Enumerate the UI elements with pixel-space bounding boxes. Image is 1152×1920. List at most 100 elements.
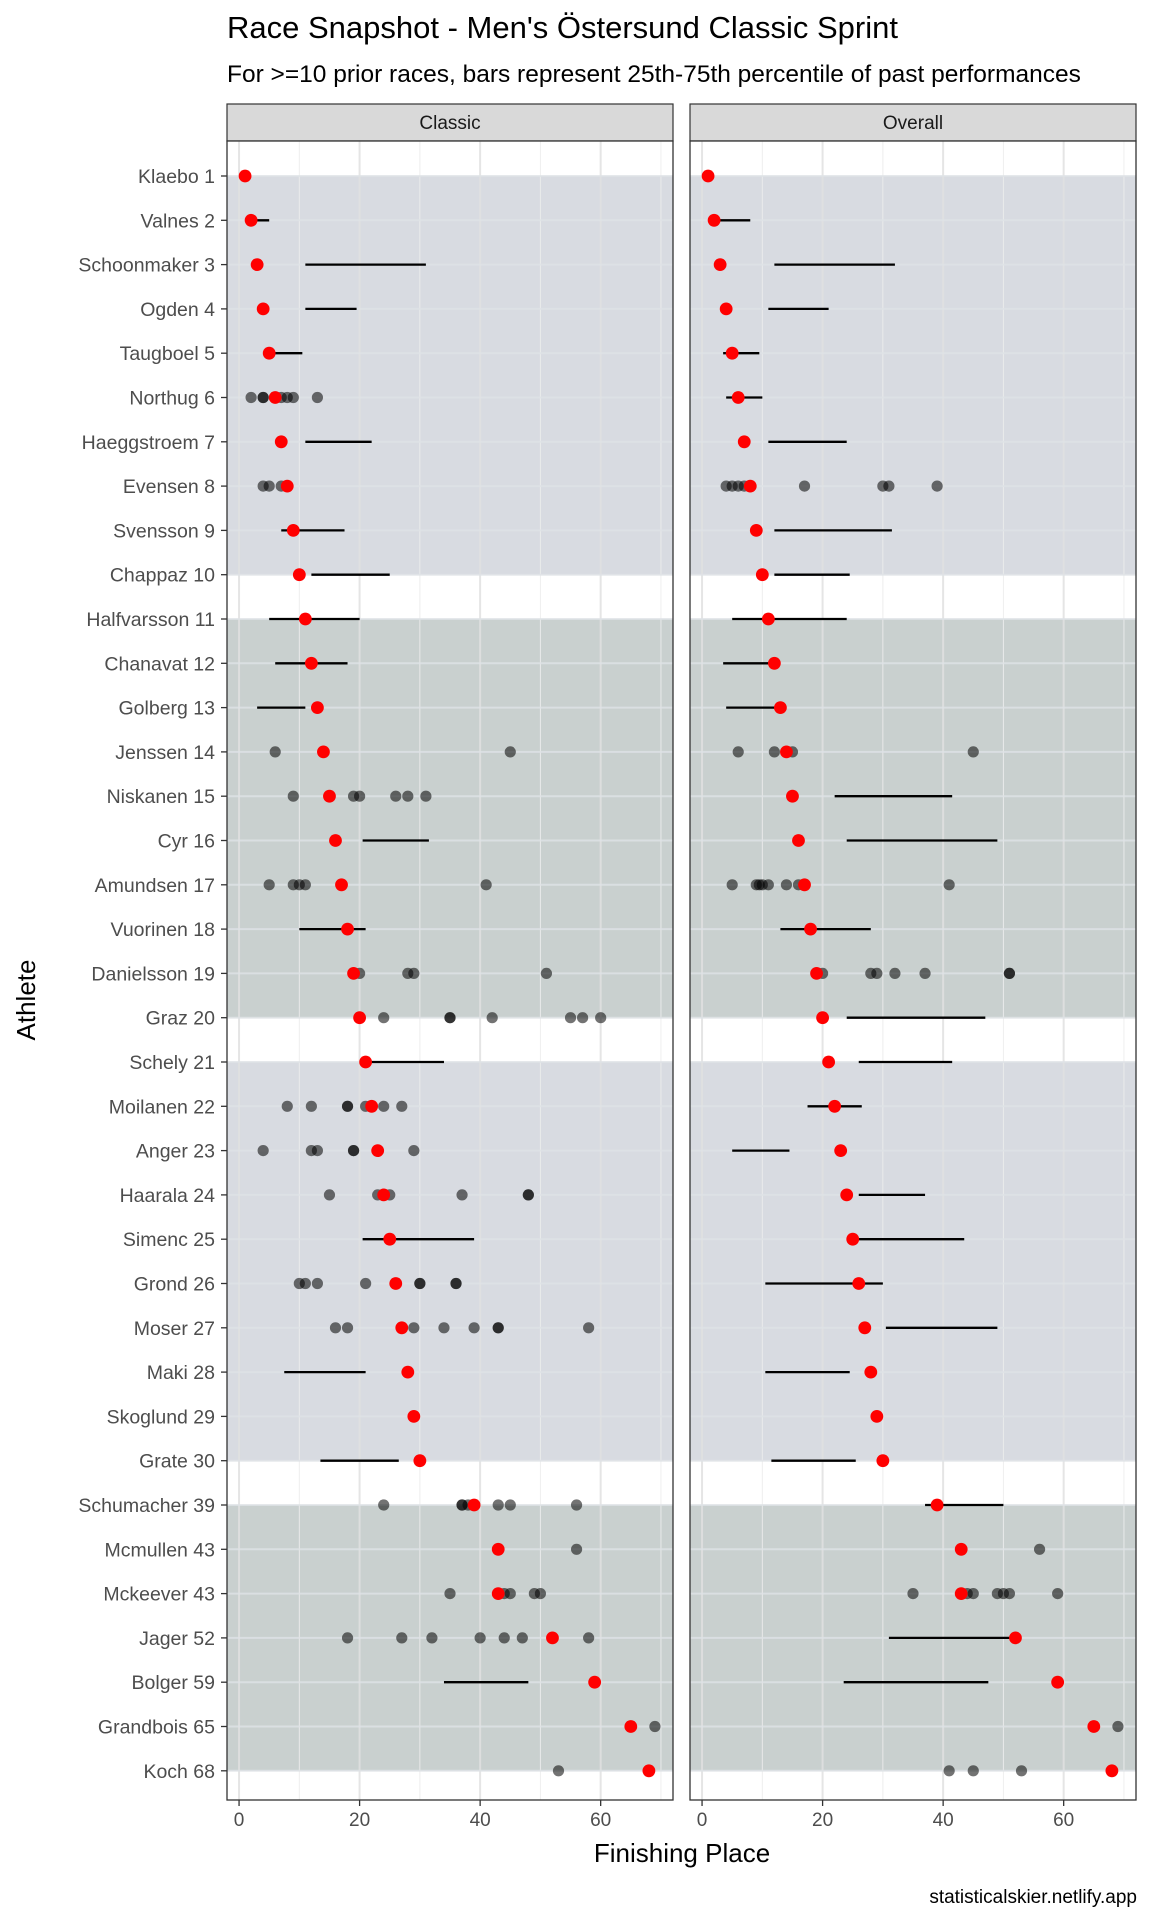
past-result-point [287, 391, 299, 404]
current-place-point [280, 479, 294, 493]
past-result-point [390, 790, 402, 802]
current-place-point [238, 169, 252, 183]
current-place-point [311, 701, 324, 714]
group-band [690, 619, 1136, 1018]
past-result-point [540, 967, 553, 980]
current-place-point [786, 789, 799, 803]
group-band [690, 1062, 1136, 1461]
facet-panel-overall: Overall [689, 103, 1137, 1801]
current-place-point [846, 1232, 860, 1246]
current-place-point [274, 435, 288, 449]
current-place-point [292, 568, 306, 582]
current-place-point [256, 302, 270, 316]
current-place-point [719, 302, 733, 316]
past-result-point [378, 1100, 390, 1112]
y-axis-title: Athlete [11, 960, 41, 1041]
past-result-point [1015, 1765, 1028, 1777]
current-place-point [389, 1277, 403, 1290]
athlete-label: Grate 30 [139, 1451, 215, 1473]
athlete-label: Chanavat 12 [104, 653, 215, 675]
current-place-point [546, 1631, 559, 1645]
past-result-point [967, 1588, 979, 1600]
past-result-point [360, 1277, 372, 1290]
current-place-point [864, 1365, 878, 1379]
current-place-point [804, 922, 817, 936]
past-result-point [504, 1588, 516, 1600]
athlete-label: Maki 28 [147, 1362, 215, 1384]
past-result-point [492, 1322, 504, 1334]
past-result-point [570, 1499, 583, 1511]
current-place-point [467, 1498, 481, 1512]
current-place-point [870, 1410, 884, 1423]
past-result-point [780, 879, 793, 891]
past-result-point [299, 879, 311, 891]
athlete-label: Haeggstroem 7 [82, 432, 215, 454]
athlete-label: Simenc 25 [123, 1229, 215, 1251]
past-result-point [341, 1322, 354, 1334]
panel-border [689, 140, 1137, 1801]
facet-strip [689, 103, 1137, 142]
past-result-point [552, 1765, 565, 1777]
current-place-point [743, 479, 757, 493]
past-result-point [341, 1632, 354, 1644]
current-place-point [317, 745, 330, 759]
past-result-point [311, 1277, 324, 1290]
chart-subtitle: For >=10 prior races, bars represent 25t… [227, 61, 1081, 88]
current-place-point [329, 834, 342, 847]
athlete-label: Moilanen 22 [109, 1096, 215, 1118]
current-place-point [822, 1055, 836, 1069]
past-result-point [522, 1189, 534, 1201]
past-result-point [492, 1499, 504, 1511]
past-result-point [1003, 967, 1016, 980]
x-tick-label: 40 [470, 1810, 491, 1831]
current-place-point [852, 1277, 866, 1290]
current-place-point [810, 967, 823, 980]
athlete-label: Koch 68 [143, 1761, 215, 1783]
athlete-label: Grond 26 [134, 1274, 215, 1296]
athlete-label: Jager 52 [139, 1628, 215, 1650]
athlete-label: Taugboel 5 [120, 343, 216, 365]
past-result-point [408, 1322, 420, 1334]
past-result-point [570, 1543, 583, 1555]
past-result-point [1052, 1588, 1064, 1600]
current-place-point [792, 834, 805, 847]
current-place-point [858, 1321, 872, 1335]
past-result-point [480, 879, 492, 891]
past-result-point [311, 391, 324, 404]
x-tick-label: 0 [234, 1810, 245, 1831]
past-result-point [378, 1499, 390, 1511]
current-place-point [749, 524, 763, 537]
current-place-point [491, 1542, 505, 1556]
current-place-point [954, 1587, 968, 1600]
current-place-point [642, 1764, 656, 1778]
past-result-point [426, 1632, 438, 1644]
current-place-point [954, 1542, 968, 1556]
x-tick-label: 60 [1053, 1810, 1074, 1831]
facet-strip-label: Classic [419, 113, 480, 134]
past-result-point [396, 1632, 408, 1644]
past-result-point [649, 1720, 661, 1733]
past-result-point [287, 790, 299, 802]
past-result-point [341, 1100, 354, 1112]
athlete-label: Schely 21 [129, 1052, 215, 1074]
current-place-point [774, 701, 787, 714]
past-result-point [408, 967, 420, 980]
x-tick-label: 40 [933, 1810, 954, 1831]
past-result-point [732, 746, 744, 758]
current-place-point [725, 346, 739, 360]
current-place-point [335, 878, 348, 892]
athlete-label: Haarala 24 [120, 1185, 216, 1207]
athlete-label: Cyr 16 [158, 831, 215, 853]
current-place-point [588, 1675, 602, 1689]
current-place-point [737, 435, 751, 449]
past-result-point [408, 1145, 420, 1157]
past-result-point [281, 1100, 293, 1112]
athlete-label: Svensson 9 [113, 520, 215, 542]
past-result-point [883, 480, 895, 492]
past-result-point [504, 746, 516, 758]
past-result-point [871, 967, 883, 980]
past-result-point [516, 1632, 528, 1644]
past-result-point [919, 967, 931, 980]
athlete-label: Chappaz 10 [110, 565, 215, 587]
